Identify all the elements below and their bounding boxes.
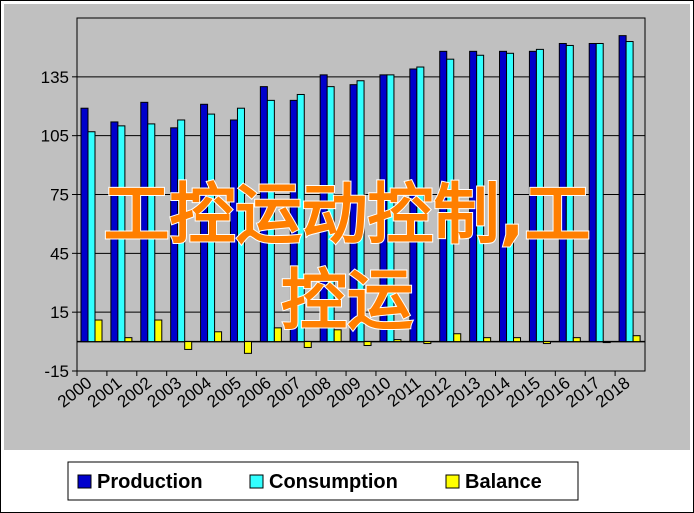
bar-consumption-2005	[236, 107, 245, 343]
y-tick-label: 105	[41, 127, 69, 146]
bar-production-2009	[349, 84, 358, 343]
bar-balance-2009	[363, 341, 372, 347]
bar-balance-2013	[483, 337, 492, 343]
bar-consumption-2001	[117, 125, 126, 343]
bar-balance-2017	[602, 341, 611, 344]
bar-production-2011	[409, 68, 418, 343]
bar-balance-2015	[542, 341, 551, 345]
bar-consumption-2008	[326, 86, 335, 343]
bar-production-2004	[200, 103, 209, 343]
bar-consumption-2003	[177, 119, 186, 343]
legend-label-consumption: Consumption	[269, 471, 398, 493]
bar-balance-2004	[214, 331, 223, 343]
bar-balance-2011	[423, 341, 432, 345]
bar-production-2018	[618, 35, 627, 343]
bar-consumption-2004	[207, 113, 216, 343]
bar-production-2015	[528, 50, 537, 343]
legend-swatch-consumption	[249, 474, 264, 489]
bar-balance-2016	[572, 337, 581, 343]
bar-consumption-2012	[446, 58, 455, 343]
bar-balance-2006	[273, 327, 282, 343]
bar-balance-2000	[94, 319, 103, 343]
bar-consumption-2006	[266, 99, 275, 343]
bar-balance-2010	[393, 339, 402, 343]
bar-consumption-2011	[416, 66, 425, 343]
y-tick-label: 45	[50, 244, 69, 263]
bar-production-2002	[140, 101, 149, 343]
y-tick-label: 75	[50, 186, 69, 205]
bar-production-2008	[319, 74, 328, 343]
bar-production-2010	[379, 74, 388, 343]
bar-production-2006	[259, 86, 268, 343]
legend-box	[67, 461, 579, 501]
bar-production-2000	[80, 107, 89, 343]
bar-balance-2003	[184, 341, 193, 350]
legend-swatch-production	[77, 474, 92, 489]
bar-consumption-2014	[506, 52, 515, 343]
y-tick-label: -15	[44, 362, 69, 381]
bar-consumption-2015	[535, 48, 544, 343]
bar-production-2014	[499, 50, 508, 343]
legend-label-production: Production	[97, 471, 203, 493]
bar-consumption-2007	[296, 93, 305, 343]
y-tick-label: 15	[50, 303, 69, 322]
bar-consumption-2013	[476, 54, 485, 343]
bar-consumption-2010	[386, 74, 395, 343]
bar-production-2012	[439, 50, 448, 343]
bar-balance-2001	[124, 337, 133, 343]
bar-balance-2005	[243, 341, 252, 354]
bar-balance-2007	[303, 341, 312, 348]
bar-production-2001	[110, 121, 119, 343]
y-tick-label: 135	[41, 68, 69, 87]
bar-balance-2002	[154, 319, 163, 343]
bar-consumption-2002	[147, 123, 156, 343]
bar-consumption-2000	[87, 131, 96, 343]
legend-label-balance: Balance	[465, 471, 542, 493]
bar-balance-2008	[333, 329, 342, 343]
bar-balance-2012	[453, 333, 462, 343]
bar-consumption-2018	[625, 41, 634, 343]
bar-consumption-2017	[595, 42, 604, 343]
bar-production-2003	[170, 127, 179, 343]
legend-swatch-balance	[445, 474, 460, 489]
bar-consumption-2016	[565, 44, 574, 343]
bar-production-2016	[558, 42, 567, 343]
bar-consumption-2009	[356, 80, 365, 343]
bar-balance-2014	[513, 337, 522, 343]
bar-production-2013	[469, 50, 478, 343]
bar-production-2017	[588, 42, 597, 343]
bar-production-2007	[289, 99, 298, 343]
bar-production-2005	[229, 119, 238, 343]
bar-balance-2018	[632, 335, 641, 343]
